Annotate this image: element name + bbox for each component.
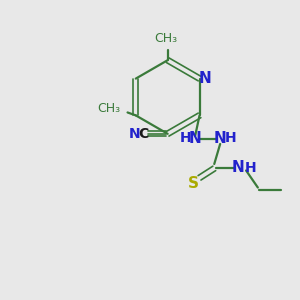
Text: N: N [214, 130, 226, 146]
Text: CH₃: CH₃ [97, 101, 120, 115]
Text: N: N [199, 71, 211, 86]
Text: N: N [129, 127, 140, 141]
Text: CH₃: CH₃ [154, 32, 178, 45]
Text: H: H [225, 131, 236, 145]
Text: N: N [232, 160, 244, 175]
Text: N: N [189, 130, 202, 146]
Text: H: H [180, 131, 191, 145]
Text: S: S [188, 176, 199, 190]
Text: H: H [245, 160, 256, 175]
Text: C: C [138, 127, 148, 141]
